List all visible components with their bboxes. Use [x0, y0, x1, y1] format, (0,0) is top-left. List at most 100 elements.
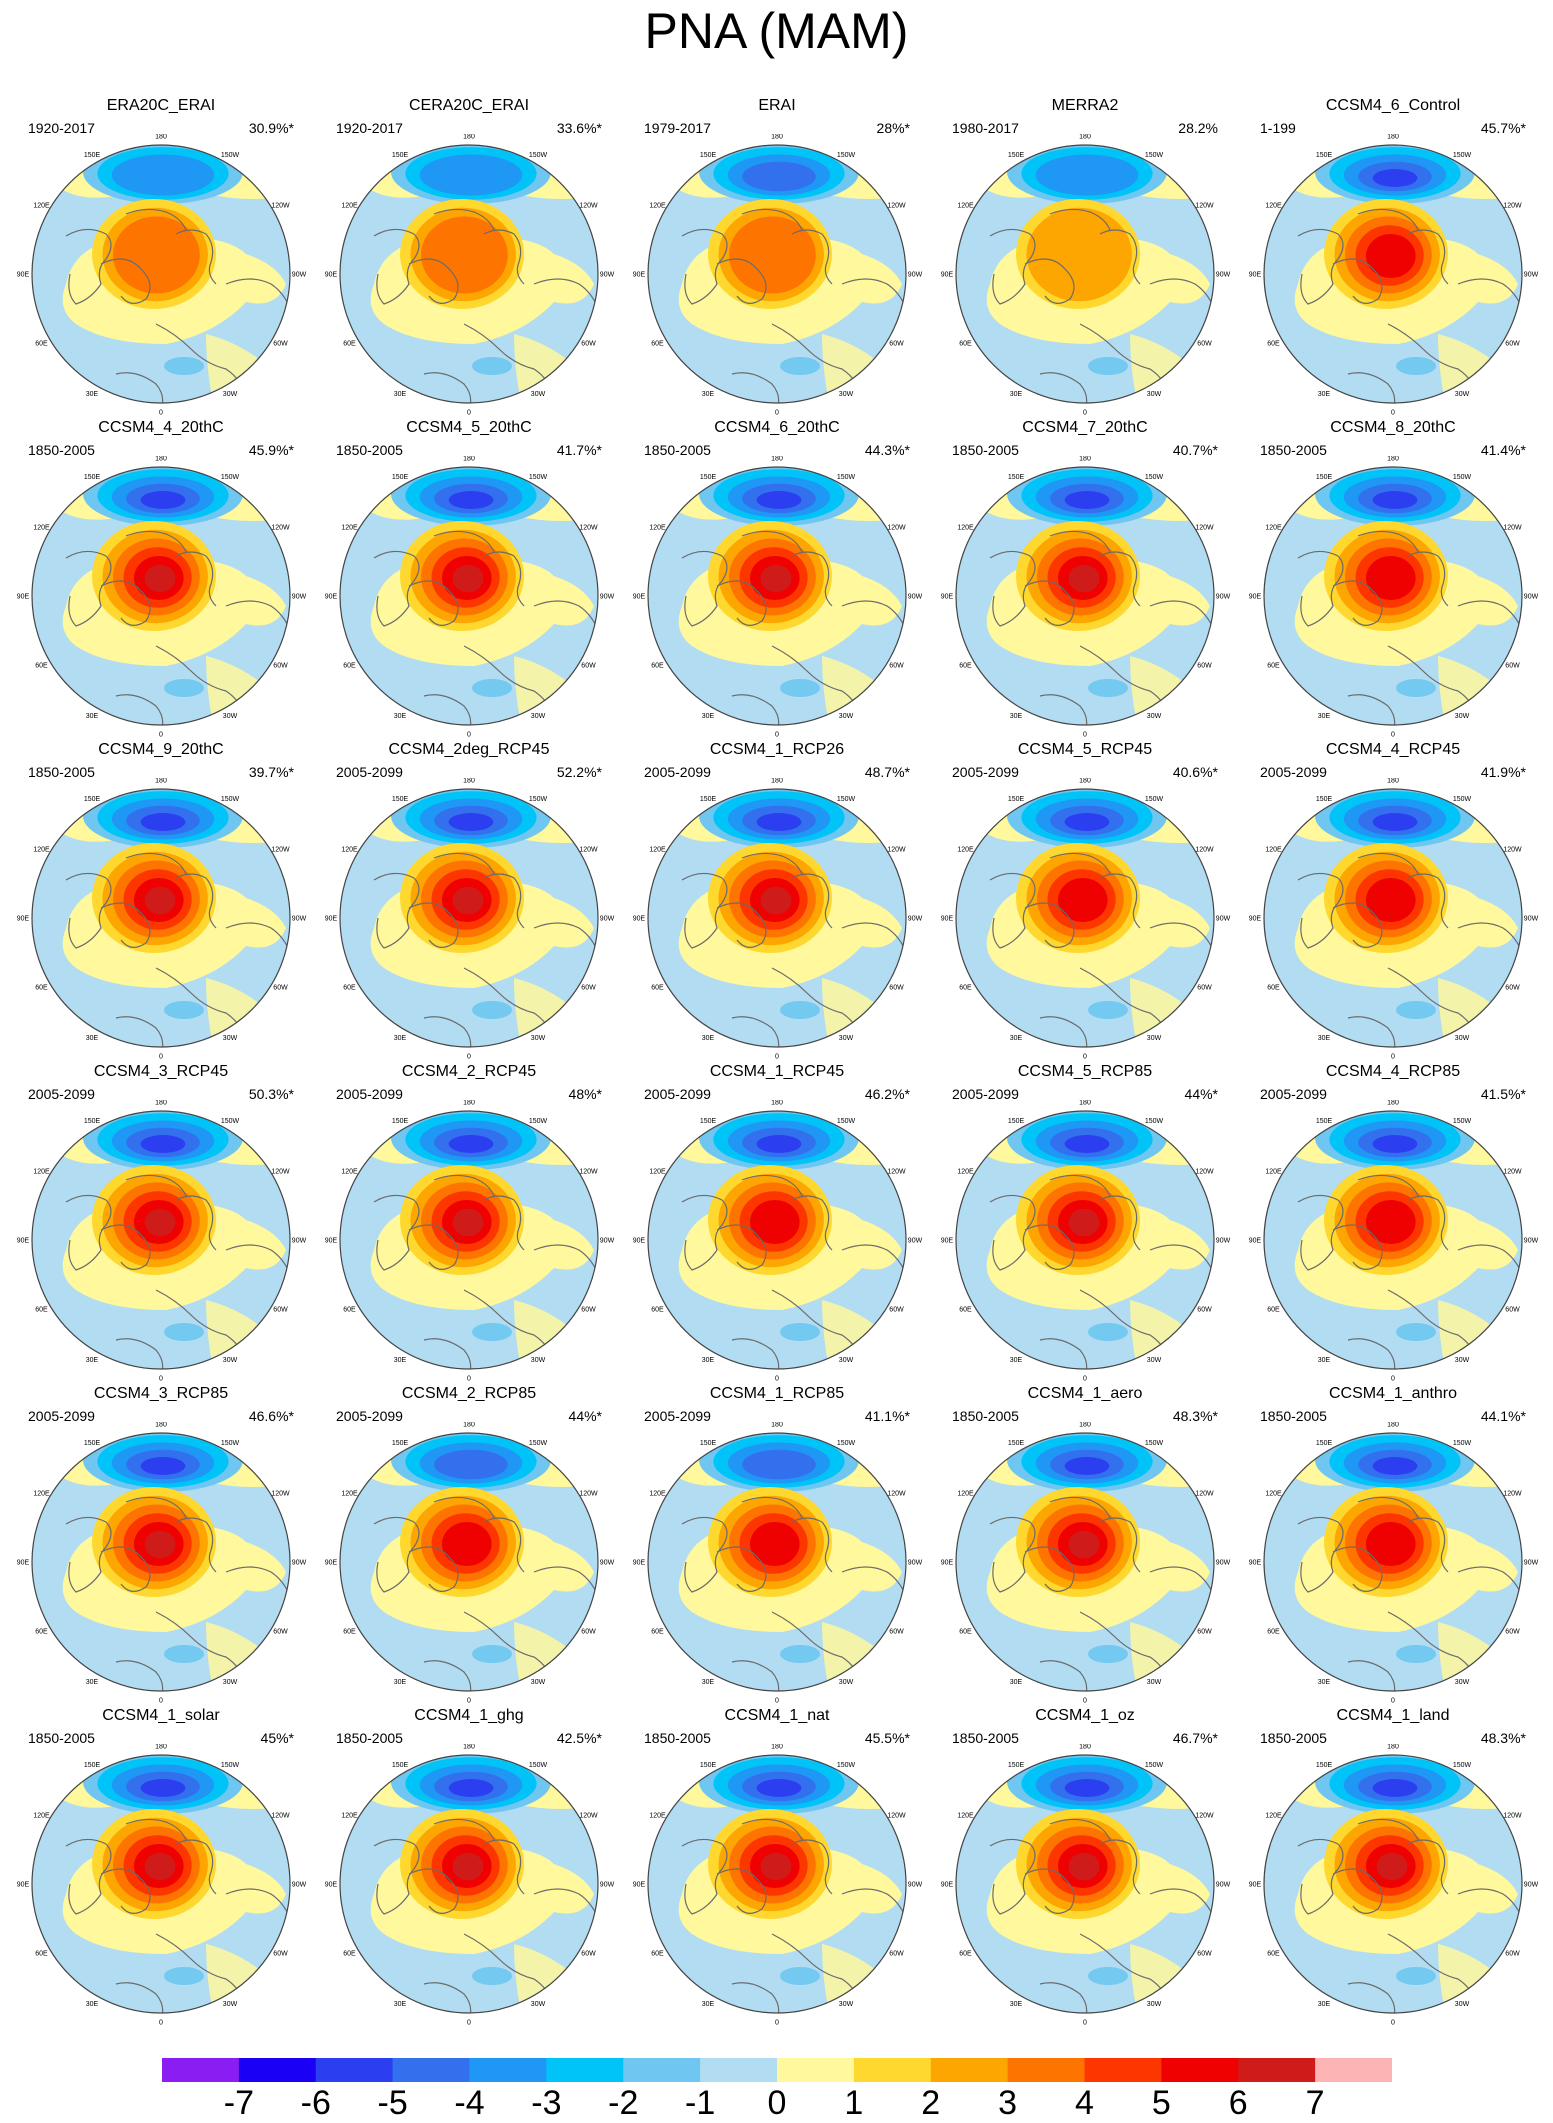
- negative-anomaly-patch: [1088, 357, 1128, 375]
- coastline: [115, 1338, 164, 1369]
- coastline: [681, 1194, 728, 1271]
- polar-map: 180 150W 150E 120W 120E 90W 90E 60W 60E 30W 30E 0: [633, 1100, 923, 1382]
- panel-title: CCSM4_2_RCP45: [401, 1063, 537, 1080]
- panel-period: 1850-2005: [28, 764, 95, 780]
- longitude-label: 120W: [1503, 525, 1522, 532]
- longitude-label: 90E: [17, 272, 30, 279]
- map-panel: CCSM4_1_solar 1850-2005 45%* 180 150W 150E 120…: [6, 1706, 316, 2026]
- longitude-label: 0: [159, 2020, 163, 2027]
- negative-anomaly-contour: [448, 813, 494, 831]
- longitude-label: 150E: [392, 1762, 409, 1769]
- coastline: [100, 580, 151, 626]
- longitude-label: 60W: [273, 341, 288, 348]
- coastline: [681, 1838, 728, 1915]
- longitude-label: 180: [771, 134, 783, 141]
- longitude-label: 30E: [1010, 1679, 1023, 1686]
- coastline: [1024, 1868, 1075, 1914]
- longitude-label: 90E: [941, 1882, 954, 1889]
- colorbar: -7 -6 -5 -4 -3 -2 -1 0 1 2 3 4 5 6 7: [162, 2058, 1392, 2118]
- coastline: [716, 258, 767, 304]
- coastline: [1049, 530, 1111, 553]
- coastline: [65, 872, 112, 949]
- coastline: [1024, 1546, 1075, 1592]
- negative-anomaly-patch: [472, 1323, 512, 1341]
- longitude-label: 90E: [1249, 916, 1262, 923]
- negative-anomaly-contour: [1035, 154, 1139, 196]
- longitude-label: 90W: [1524, 272, 1539, 279]
- map-panel: CCSM4_4_RCP85 2005-2099 41.5%* 180 150W 150E 1…: [1238, 1062, 1548, 1382]
- longitude-label: 60E: [1267, 1951, 1280, 1958]
- map-boundary: [647, 1110, 907, 1370]
- map-boundary: [955, 144, 1215, 404]
- coastline: [125, 1818, 187, 1841]
- map-panel: CCSM4_5_20thC 1850-2005 41.7%* 180 150W 150E 1…: [314, 418, 624, 738]
- coastline: [741, 852, 803, 875]
- longitude-label: 30E: [394, 391, 407, 398]
- panel-period: 2005-2099: [952, 764, 1019, 780]
- longitude-label: 0: [1391, 2020, 1395, 2027]
- panel-title: CCSM4_6_Control: [1325, 97, 1461, 114]
- map-panel: CCSM4_3_RCP45 2005-2099 50.3%* 180 150W 150E 1…: [6, 1062, 316, 1382]
- coastline: [423, 1016, 472, 1047]
- polar-map: 180 150W 150E 120W 120E 90W 90E 60W 60E 30W 30E 0: [17, 456, 307, 738]
- panel-period: 1980-2017: [952, 120, 1019, 136]
- colorbar-tick-label: -5: [378, 2084, 408, 2118]
- longitude-label: 150W: [529, 1440, 548, 1447]
- longitude-label: 150E: [392, 474, 409, 481]
- negative-anomaly-patch: [472, 1001, 512, 1019]
- polar-map: 180 150W 150E 120W 120E 90W 90E 60W 60E 30W 30E 0: [1249, 1744, 1539, 2027]
- longitude-label: 150E: [1316, 1762, 1333, 1769]
- longitude-label: 90W: [292, 1560, 307, 1567]
- panel-explained-variance: 40.6%*: [1172, 764, 1218, 780]
- panel-title: CCSM4_1_nat: [724, 1707, 830, 1724]
- longitude-label: 90W: [292, 594, 307, 601]
- longitude-label: 30E: [1010, 2001, 1023, 2008]
- longitude-label: 30W: [1455, 1035, 1470, 1042]
- coastline: [1357, 1496, 1419, 1519]
- colorbar-swatch: [315, 2058, 394, 2082]
- panel-explained-variance: 44.1%*: [1480, 1408, 1526, 1424]
- coastline: [1332, 580, 1383, 626]
- longitude-label: 150W: [1145, 1118, 1164, 1125]
- longitude-label: 30E: [1318, 713, 1331, 720]
- longitude-label: 60W: [1197, 1629, 1212, 1636]
- panel-period: 2005-2099: [952, 1086, 1019, 1102]
- coastline: [1099, 1195, 1141, 1251]
- coastline: [1357, 852, 1419, 875]
- longitude-label: 150E: [392, 1440, 409, 1447]
- positive-anomaly-contour: [1366, 1522, 1416, 1566]
- coastline: [731, 1338, 780, 1369]
- colorbar-tick-label: -7: [224, 2084, 254, 2118]
- coastline: [1039, 1982, 1088, 2013]
- coastline: [175, 1517, 217, 1573]
- coastline: [423, 1660, 472, 1691]
- longitude-label: 120E: [1265, 1813, 1282, 1820]
- longitude-label: 150E: [1316, 1118, 1333, 1125]
- map-panel: CCSM4_2deg_RCP45 2005-2099 52.2%* 180 150W 15…: [314, 740, 624, 1060]
- longitude-label: 180: [1079, 1422, 1091, 1429]
- panel-period: 2005-2099: [336, 1086, 403, 1102]
- longitude-label: 180: [771, 1744, 783, 1751]
- positive-anomaly-contour: [144, 1852, 176, 1881]
- longitude-label: 120E: [33, 203, 50, 210]
- colorbar-swatch: [469, 2058, 547, 2082]
- longitude-label: 0: [159, 410, 163, 417]
- map-panel: CCSM4_9_20thC 1850-2005 39.7%* 180 150W 150E 1…: [6, 740, 316, 1060]
- longitude-label: 150W: [221, 796, 240, 803]
- panel-period: 1850-2005: [1260, 442, 1327, 458]
- negative-anomaly-contour: [756, 813, 802, 831]
- longitude-label: 120E: [341, 525, 358, 532]
- map-boundary: [647, 144, 907, 404]
- panel-period: 1979-2017: [644, 120, 711, 136]
- map-boundary: [1263, 466, 1523, 726]
- colorbar-tick-label: 0: [768, 2084, 787, 2118]
- negative-anomaly-contour: [1372, 1457, 1418, 1475]
- coastline: [115, 694, 164, 725]
- colorbar-swatch: [777, 2058, 855, 2082]
- longitude-label: 120E: [957, 203, 974, 210]
- longitude-label: 60W: [889, 1307, 904, 1314]
- polar-map: 180 150W 150E 120W 120E 90W 90E 60W 60E 30W 30E 0: [17, 1422, 307, 1704]
- panel-explained-variance: 44.3%*: [864, 442, 910, 458]
- panel-explained-variance: 33.6%*: [556, 120, 602, 136]
- longitude-label: 30E: [86, 1035, 99, 1042]
